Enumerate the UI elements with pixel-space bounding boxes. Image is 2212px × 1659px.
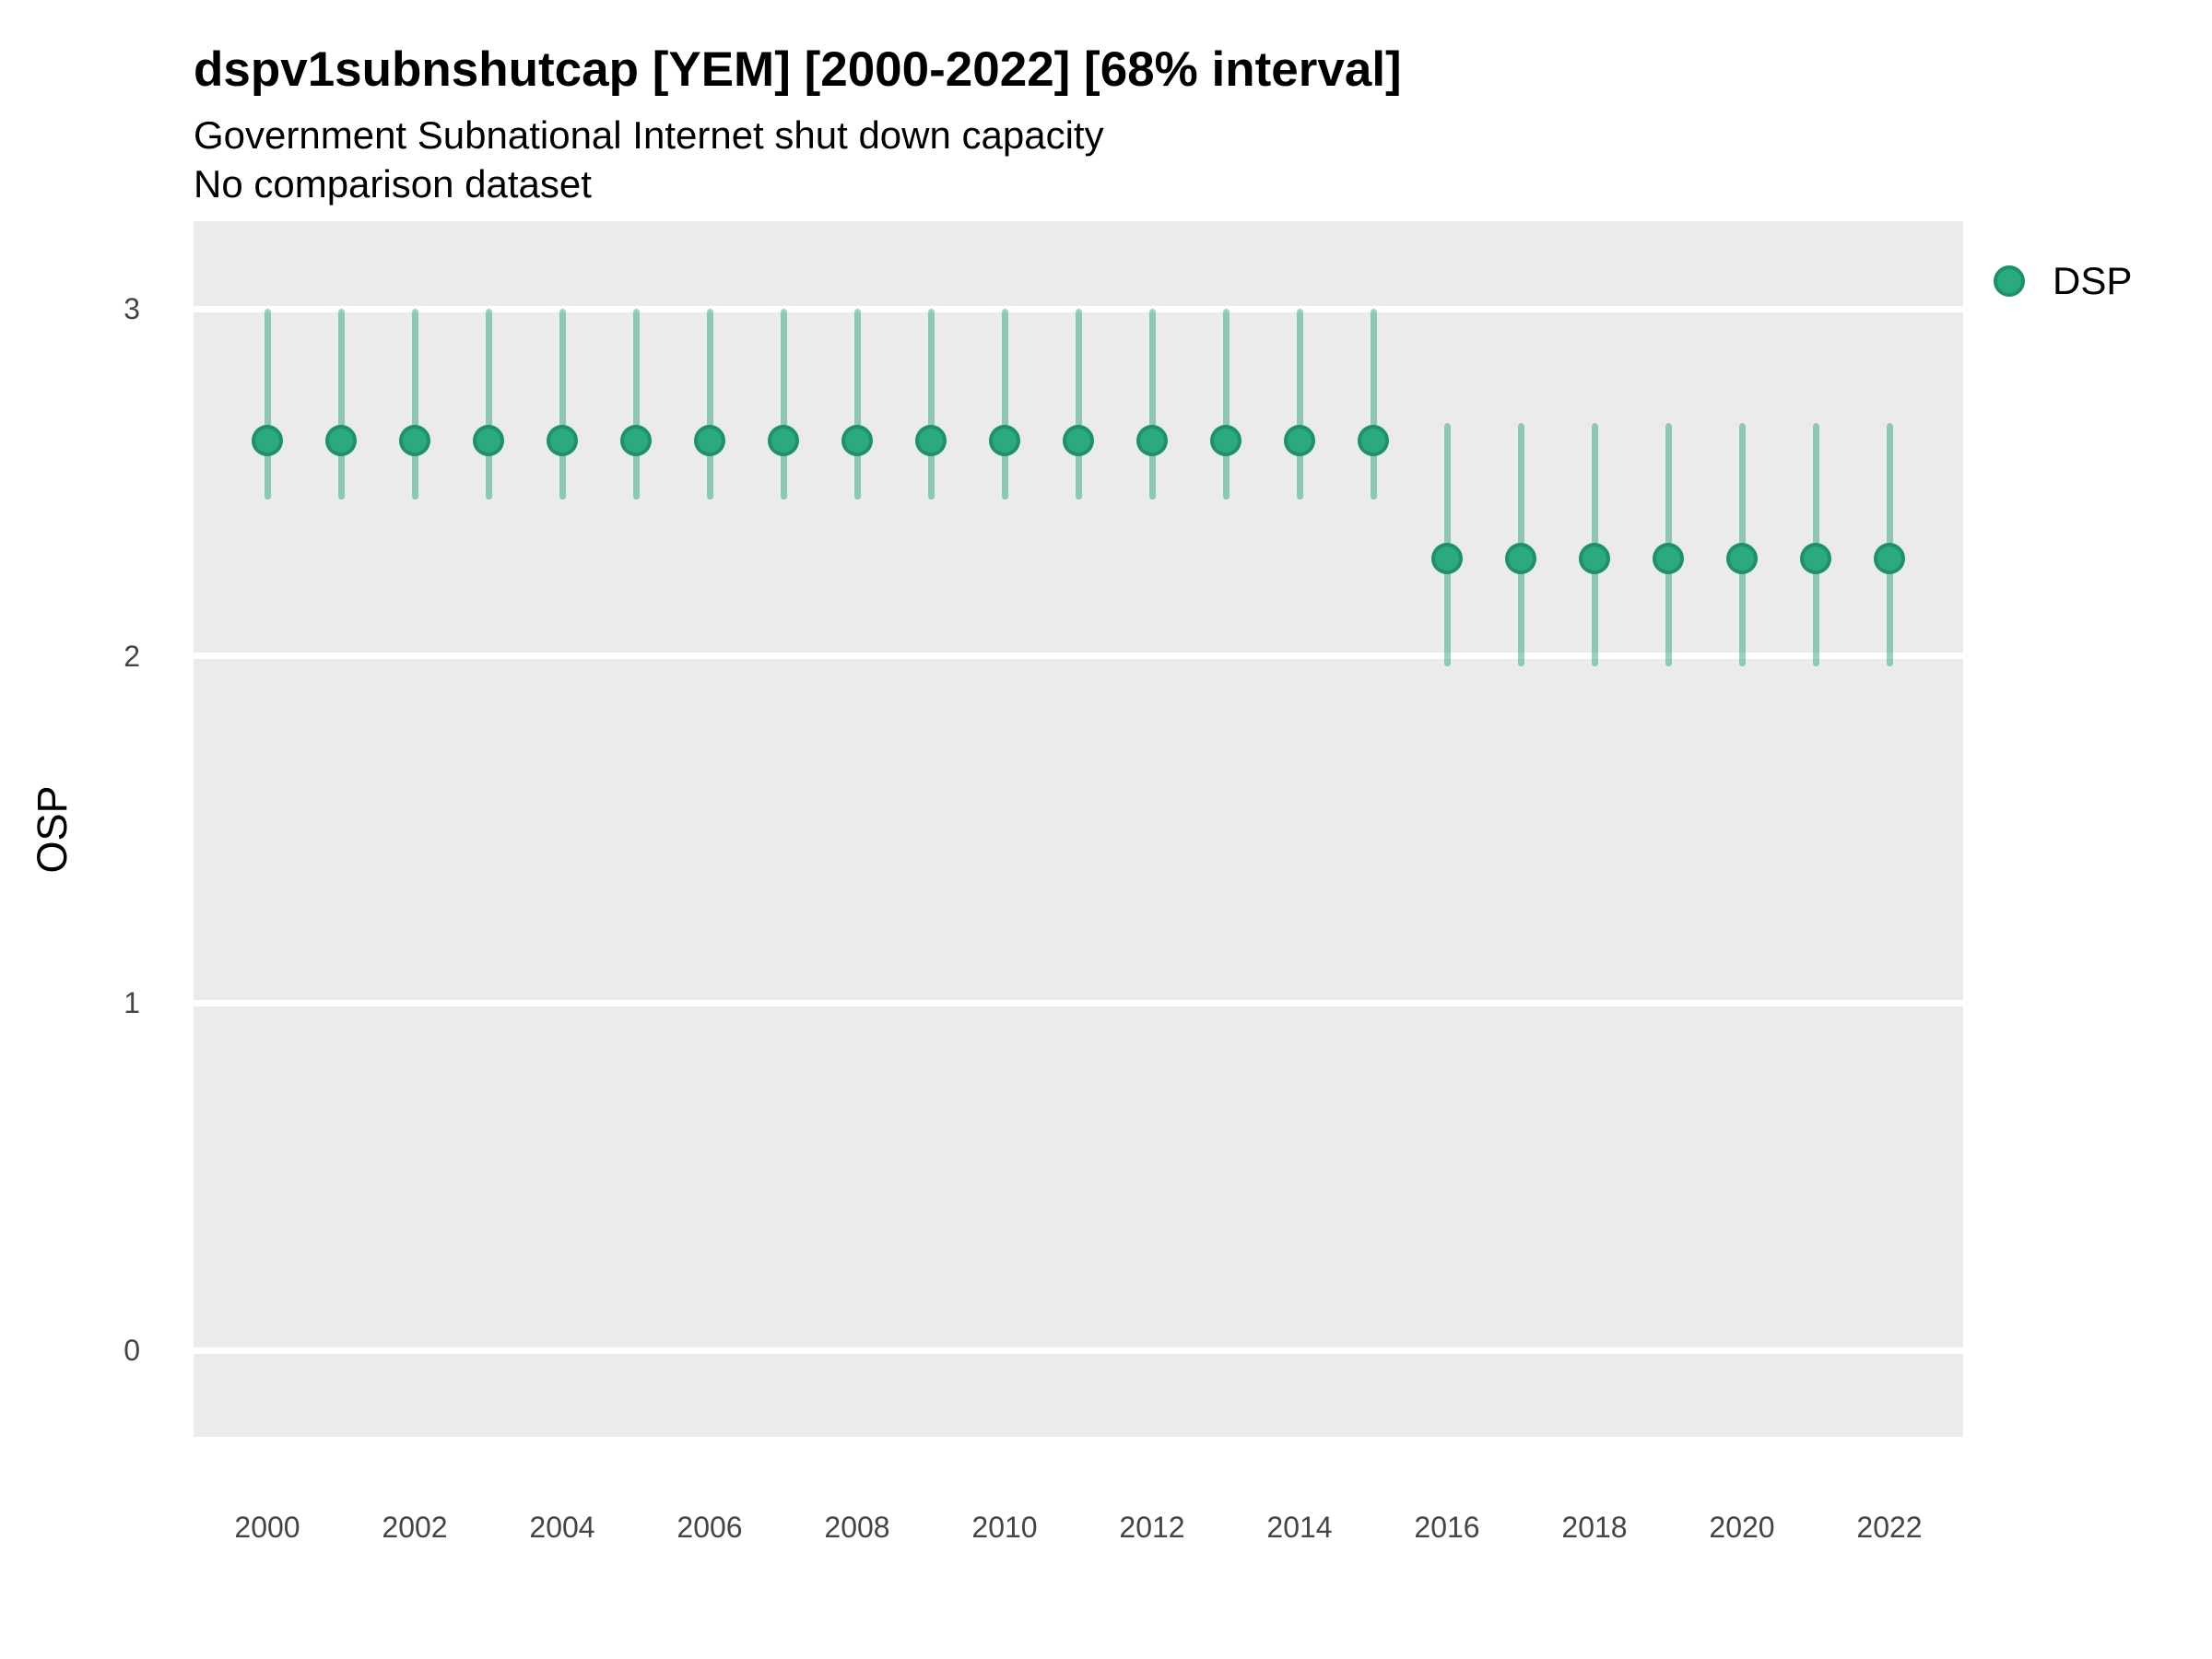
point-2006 <box>694 425 725 457</box>
interval-bar-2010 <box>1001 309 1008 500</box>
interval-bar-2009 <box>927 309 935 500</box>
interval-bar-2004 <box>559 309 566 500</box>
gridline-y-0 <box>194 1347 1963 1354</box>
plot-panel <box>194 221 1963 1437</box>
x-tick-label-2006: 2006 <box>677 1511 743 1544</box>
x-tick-label-2002: 2002 <box>382 1511 448 1544</box>
legend: DSP <box>1994 259 2132 303</box>
y-tick-label-2: 2 <box>124 639 140 673</box>
chart-subtitle: Government Subnational Internet shut dow… <box>194 113 1104 157</box>
legend-point-icon <box>1994 265 2025 297</box>
point-2011 <box>1063 425 1094 457</box>
point-2007 <box>768 425 799 457</box>
y-tick-label-1: 1 <box>124 986 140 1020</box>
x-tick-label-2022: 2022 <box>1856 1511 1923 1544</box>
point-2014 <box>1284 425 1315 457</box>
interval-bar-2008 <box>853 309 861 500</box>
point-2017 <box>1505 543 1536 575</box>
x-tick-label-2016: 2016 <box>1414 1511 1480 1544</box>
x-tick-label-2018: 2018 <box>1561 1511 1628 1544</box>
point-2012 <box>1136 425 1168 457</box>
point-2018 <box>1579 543 1610 575</box>
chart-title: dspv1subnshutcap [YEM] [2000-2022] [68% … <box>194 42 1402 97</box>
interval-bar-2015 <box>1370 309 1377 500</box>
point-2005 <box>620 425 652 457</box>
point-2022 <box>1874 543 1905 575</box>
comparison-note: No comparison dataset <box>194 162 592 206</box>
point-2015 <box>1358 425 1389 457</box>
x-tick-label-2000: 2000 <box>234 1511 300 1544</box>
x-tick-label-2020: 2020 <box>1709 1511 1775 1544</box>
interval-bar-2003 <box>485 309 492 500</box>
legend-label: DSP <box>2053 259 2133 302</box>
interval-bar-2011 <box>1075 309 1082 500</box>
interval-bar-2006 <box>706 309 713 500</box>
point-2008 <box>841 425 873 457</box>
point-2016 <box>1431 543 1463 575</box>
x-tick-label-2010: 2010 <box>971 1511 1038 1544</box>
point-2004 <box>547 425 578 457</box>
x-tick-label-2012: 2012 <box>1119 1511 1185 1544</box>
point-2020 <box>1726 543 1758 575</box>
y-tick-label-0: 0 <box>124 1334 140 1368</box>
interval-bar-2002 <box>411 309 418 500</box>
point-2009 <box>915 425 947 457</box>
point-2001 <box>325 425 357 457</box>
interval-bar-2013 <box>1222 309 1230 500</box>
point-2021 <box>1800 543 1831 575</box>
x-tick-label-2008: 2008 <box>824 1511 890 1544</box>
point-2013 <box>1210 425 1241 457</box>
point-2000 <box>252 425 283 457</box>
interval-bar-2007 <box>780 309 787 500</box>
gridline-y-2 <box>194 653 1963 660</box>
interval-bar-2005 <box>632 309 640 500</box>
gridline-y-3 <box>194 305 1963 312</box>
y-tick-label-3: 3 <box>124 292 140 325</box>
gridline-y-1 <box>194 999 1963 1006</box>
x-tick-label-2004: 2004 <box>529 1511 595 1544</box>
point-2019 <box>1653 543 1684 575</box>
interval-bar-2001 <box>337 309 345 500</box>
y-axis-title: OSP <box>29 785 76 874</box>
interval-bar-2000 <box>264 309 271 500</box>
point-2003 <box>473 425 504 457</box>
interval-bar-2012 <box>1148 309 1156 500</box>
x-tick-label-2014: 2014 <box>1266 1511 1333 1544</box>
point-2010 <box>989 425 1020 457</box>
interval-bar-2014 <box>1296 309 1303 500</box>
point-2002 <box>399 425 430 457</box>
